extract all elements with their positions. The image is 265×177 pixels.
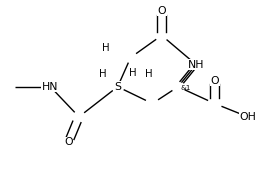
Text: H: H <box>129 68 136 78</box>
Text: &1: &1 <box>181 85 191 91</box>
Text: H: H <box>145 69 152 79</box>
Text: O: O <box>210 76 219 85</box>
Text: NH: NH <box>188 60 204 70</box>
Text: HN: HN <box>42 82 59 92</box>
Text: S: S <box>114 82 121 92</box>
Text: OH: OH <box>239 112 256 122</box>
Text: O: O <box>157 6 166 16</box>
Text: O: O <box>64 138 73 147</box>
Text: H: H <box>102 43 110 53</box>
Text: H: H <box>99 69 107 79</box>
